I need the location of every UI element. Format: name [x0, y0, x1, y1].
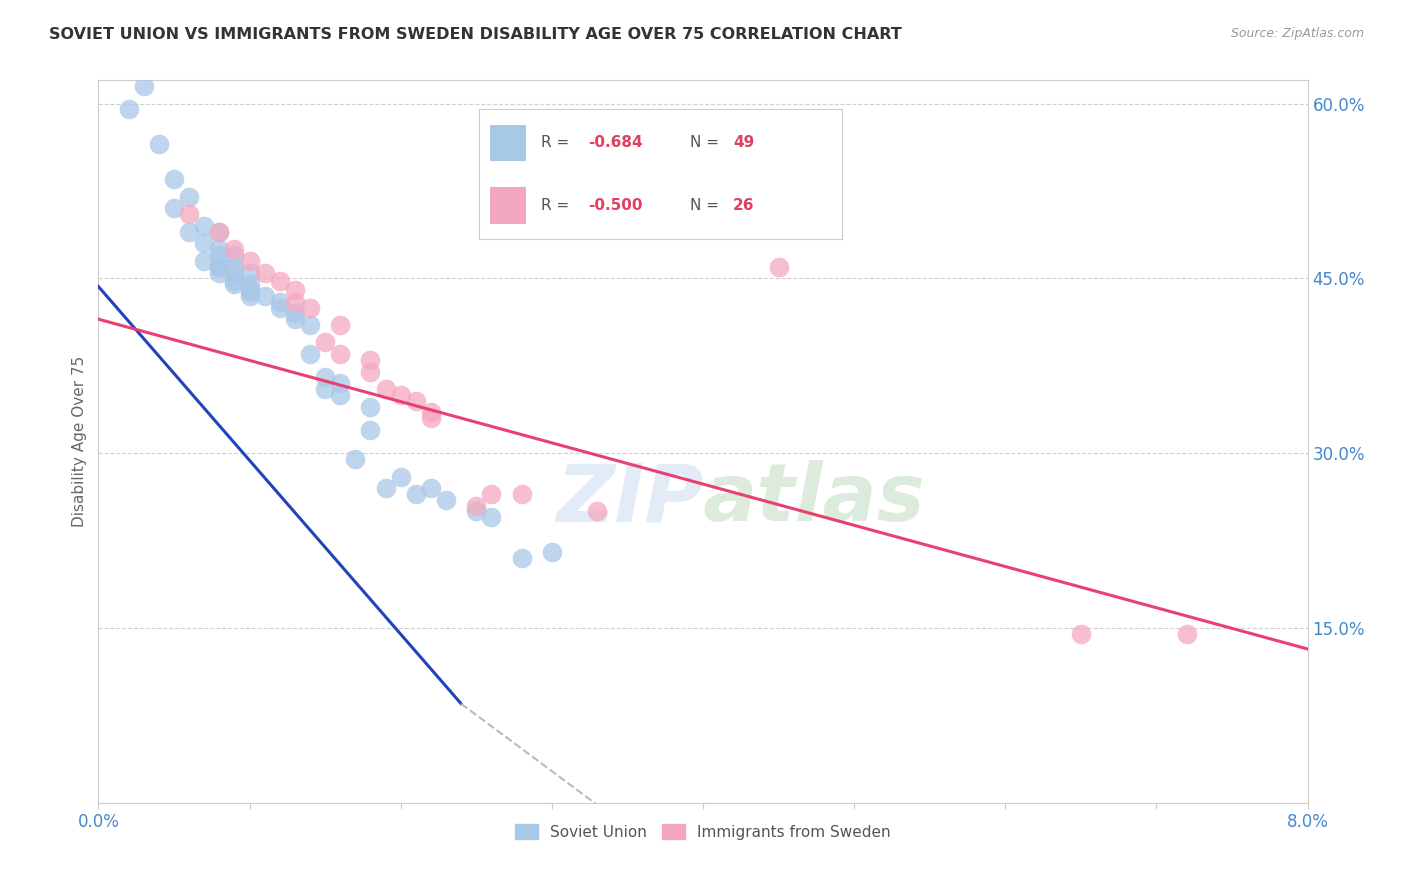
Point: [269, 294, 291, 309]
Point: [510, 487, 533, 501]
Point: [208, 248, 231, 262]
Point: [405, 487, 427, 501]
Point: [420, 411, 443, 425]
Point: [132, 79, 155, 94]
Point: [540, 545, 562, 559]
Point: [224, 242, 246, 256]
Point: [510, 551, 533, 566]
Point: [163, 172, 186, 186]
Point: [239, 289, 262, 303]
Text: atlas: atlas: [703, 460, 925, 539]
Point: [253, 289, 276, 303]
Point: [420, 405, 443, 419]
Point: [179, 190, 201, 204]
Point: [224, 277, 246, 292]
Point: [239, 266, 262, 280]
Point: [224, 274, 246, 288]
Point: [465, 499, 488, 513]
Point: [179, 207, 201, 221]
Point: [284, 312, 307, 326]
Y-axis label: Disability Age Over 75: Disability Age Over 75: [72, 356, 87, 527]
Point: [374, 382, 396, 396]
Point: [405, 393, 427, 408]
Point: [148, 137, 170, 152]
Point: [193, 219, 215, 233]
Point: [208, 260, 231, 274]
Point: [224, 248, 246, 262]
Legend: Soviet Union, Immigrants from Sweden: Soviet Union, Immigrants from Sweden: [509, 818, 897, 846]
Point: [239, 253, 262, 268]
Point: [208, 225, 231, 239]
Point: [193, 253, 215, 268]
Point: [299, 301, 322, 315]
Point: [208, 260, 231, 274]
Point: [481, 487, 503, 501]
Point: [163, 202, 186, 216]
Point: [299, 318, 322, 332]
Text: ZIP: ZIP: [555, 460, 703, 539]
Point: [329, 318, 352, 332]
Point: [284, 306, 307, 320]
Point: [586, 504, 609, 518]
Point: [389, 388, 412, 402]
Point: [314, 382, 336, 396]
Point: [208, 225, 231, 239]
Point: [389, 469, 412, 483]
Text: Source: ZipAtlas.com: Source: ZipAtlas.com: [1230, 27, 1364, 40]
Point: [193, 236, 215, 251]
Point: [374, 481, 396, 495]
Point: [1070, 627, 1092, 641]
Point: [360, 365, 382, 379]
Point: [284, 294, 307, 309]
Point: [329, 376, 352, 391]
Point: [481, 510, 503, 524]
Point: [329, 388, 352, 402]
Point: [179, 225, 201, 239]
Point: [208, 266, 231, 280]
Point: [434, 492, 457, 507]
Point: [224, 260, 246, 274]
Point: [239, 277, 262, 292]
Point: [360, 353, 382, 368]
Point: [284, 283, 307, 297]
Point: [360, 423, 382, 437]
Point: [465, 504, 488, 518]
Point: [224, 266, 246, 280]
Point: [239, 283, 262, 297]
Point: [299, 347, 322, 361]
Point: [269, 274, 291, 288]
Point: [420, 481, 443, 495]
Point: [269, 301, 291, 315]
Point: [329, 347, 352, 361]
Point: [314, 335, 336, 350]
Text: SOVIET UNION VS IMMIGRANTS FROM SWEDEN DISABILITY AGE OVER 75 CORRELATION CHART: SOVIET UNION VS IMMIGRANTS FROM SWEDEN D…: [49, 27, 903, 42]
Point: [239, 285, 262, 300]
Point: [253, 266, 276, 280]
Point: [360, 400, 382, 414]
Point: [118, 103, 141, 117]
Point: [314, 370, 336, 384]
Point: [208, 242, 231, 256]
Point: [1175, 627, 1198, 641]
Point: [768, 260, 790, 274]
Point: [344, 452, 367, 467]
